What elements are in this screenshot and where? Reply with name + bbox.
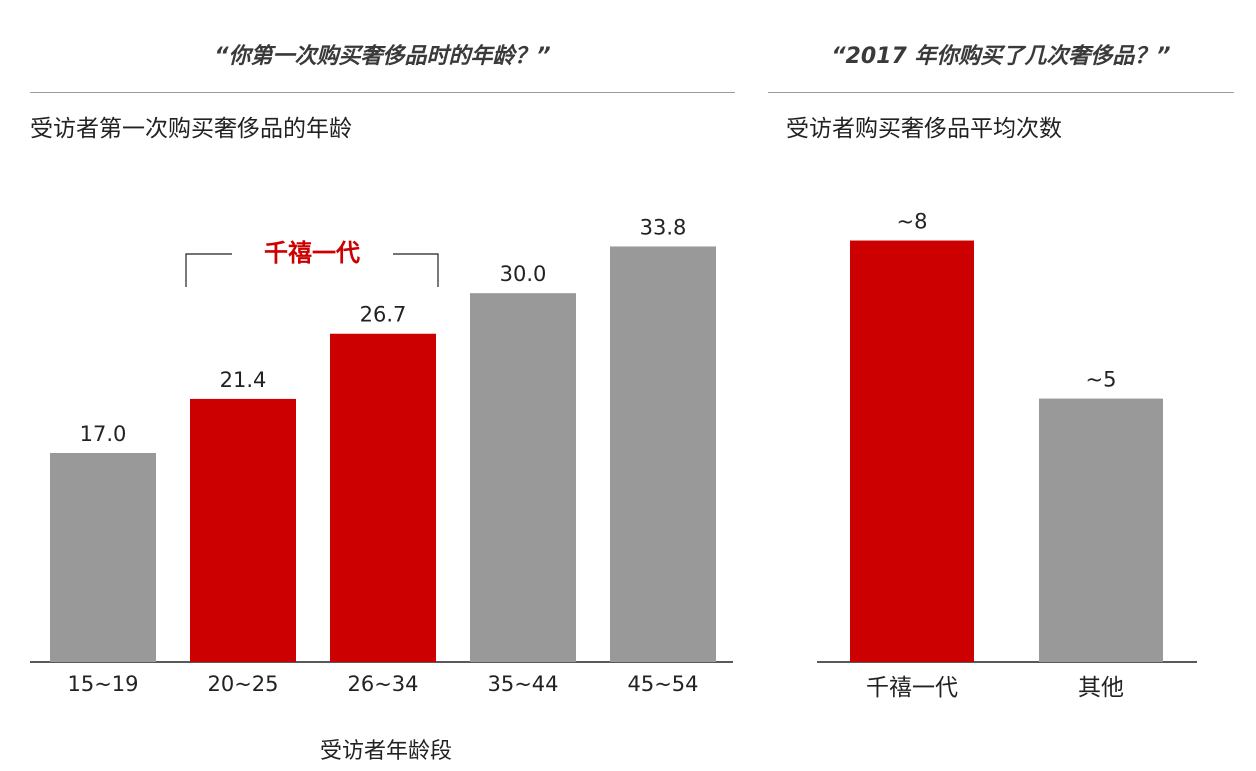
left-chart-bar-0 bbox=[50, 453, 156, 662]
left-chart-tick-label-3: 35~44 bbox=[487, 672, 558, 696]
millennial-bracket-left-arm bbox=[185, 253, 232, 287]
right-chart-bar-1 bbox=[1039, 398, 1163, 662]
left-chart-data-label-2: 26.7 bbox=[360, 303, 407, 327]
millennial-bracket-right-arm bbox=[393, 253, 439, 287]
right-chart-data-label-1: ~5 bbox=[1086, 368, 1117, 392]
left-chart-data-label-3: 30.0 bbox=[500, 262, 547, 286]
left-chart-bar-1 bbox=[190, 398, 296, 662]
left-chart-data-label-1: 21.4 bbox=[220, 368, 267, 392]
right-chart-data-label-0: ~8 bbox=[897, 210, 928, 234]
right-chart-tick-label-0: 千禧一代 bbox=[866, 675, 958, 701]
left-panel-divider bbox=[30, 92, 735, 93]
left-panel-title: “你第一次购买奢侈品时的年龄？” bbox=[214, 44, 551, 69]
left-chart-data-label-0: 17.0 bbox=[80, 422, 127, 446]
left-chart-tick-label-4: 45~54 bbox=[627, 672, 698, 696]
millennial-bracket: 千禧一代 bbox=[185, 239, 439, 287]
right-panel-divider bbox=[768, 92, 1234, 93]
left-chart-tick-label-0: 15~19 bbox=[67, 672, 138, 696]
left-chart-tick-label-2: 26~34 bbox=[347, 672, 418, 696]
right-chart-bar-0 bbox=[850, 240, 974, 662]
left-chart-data-label-4: 33.8 bbox=[640, 215, 687, 239]
right-chart-tick-label-1: 其他 bbox=[1078, 675, 1124, 701]
right-panel-title: “2017 年你购买了几次奢侈品？” bbox=[831, 44, 1171, 69]
left-chart-bar-2 bbox=[330, 333, 436, 662]
millennial-bracket-label: 千禧一代 bbox=[264, 239, 360, 267]
right-chart-subtitle: 受访者购买奢侈品平均次数 bbox=[786, 116, 1062, 142]
left-chart-bar-4 bbox=[610, 246, 716, 663]
left-chart-subtitle: 受访者第一次购买奢侈品的年龄 bbox=[30, 116, 352, 142]
left-chart-bars: 17.0 15~19 21.4 20~25 26.7 26~34 30.0 35~44 33.8… bbox=[30, 215, 733, 696]
left-chart-tick-label-1: 20~25 bbox=[207, 672, 278, 696]
left-chart-bar-3 bbox=[470, 293, 576, 662]
left-chart-xlabel: 受访者年龄段 bbox=[319, 739, 452, 764]
